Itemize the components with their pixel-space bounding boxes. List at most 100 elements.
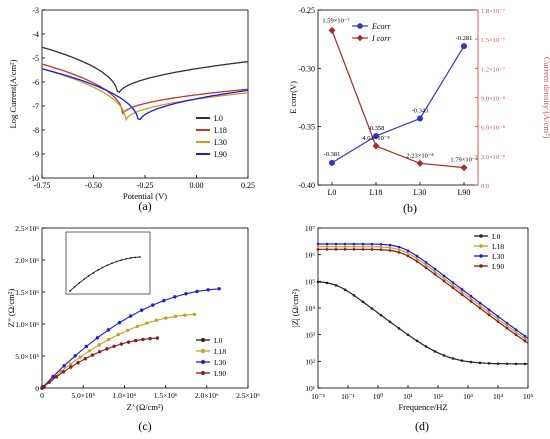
- y-axis-label-c: Z” (Ω/cm²): [6, 289, 16, 328]
- marker-L18: [164, 316, 168, 320]
- marker-L0: [388, 320, 392, 324]
- marker-L0: [496, 362, 500, 365]
- y-axis-label-a: Log Current(A/cm²): [8, 59, 18, 128]
- marker-Ecorr: [417, 115, 423, 122]
- marker-L0: [325, 281, 329, 285]
- marker-L18: [370, 245, 374, 249]
- marker-L18: [496, 317, 500, 321]
- marker-L18: [487, 311, 491, 314]
- inset-marker: [97, 269, 99, 271]
- marker-L0: [451, 357, 455, 360]
- marker-L18: [424, 263, 428, 267]
- y2-tick-label-b: 3.0×10⁻⁸: [481, 154, 506, 161]
- data-label-Icorr: 2.23×10⁻⁸: [406, 152, 434, 159]
- y-tick-label-a: -10: [28, 174, 39, 183]
- marker-L90: [40, 386, 44, 390]
- marker-L0: [433, 350, 437, 353]
- marker-L30: [406, 249, 410, 253]
- marker-L0: [415, 339, 419, 343]
- marker-L18: [325, 245, 329, 248]
- x-tick-label-a: -0.75: [34, 181, 51, 190]
- marker-L30: [505, 321, 509, 325]
- marker-L0: [352, 294, 356, 297]
- marker-L90: [442, 279, 446, 283]
- y-tick-label-a: -7: [32, 102, 39, 111]
- marker-L90: [388, 249, 392, 252]
- marker-L30: [51, 374, 55, 379]
- y-tick-label-a: -8: [32, 126, 39, 135]
- panel-c: 0 5.0×10⁵ 1.0×10⁶ 1.5×10⁶ 2.0×10⁶ 2.5×10⁶ 0 5.0…: [6, 224, 260, 412]
- marker-L30: [442, 274, 446, 278]
- legend-marker-L0: [479, 234, 483, 238]
- legend-label-L30: L30: [214, 138, 227, 147]
- marker-L90: [523, 339, 527, 343]
- marker-L90: [451, 286, 455, 290]
- marker-L90: [61, 370, 66, 374]
- x-tick-label-d: 10⁵: [523, 392, 534, 401]
- y-tick-label-b: -0.30: [298, 64, 315, 73]
- marker-L90: [433, 273, 437, 276]
- marker-L90: [155, 336, 160, 340]
- marker-L30: [388, 243, 392, 247]
- marker-L18: [379, 245, 383, 249]
- y-tick-label-a: -6: [32, 78, 39, 87]
- marker-L30: [460, 288, 464, 291]
- marker-L90: [370, 248, 374, 251]
- marker-L30: [496, 315, 500, 318]
- marker-L18: [406, 252, 410, 255]
- marker-L0: [478, 361, 482, 365]
- y-tick-label-d: 10⁷: [305, 224, 316, 233]
- marker-L30: [487, 308, 491, 311]
- data-label-Ecorr: -0.381: [324, 151, 341, 158]
- marker-L18: [352, 245, 356, 248]
- marker-L30: [84, 344, 88, 349]
- marker-L90: [112, 344, 116, 348]
- marker-L30: [424, 261, 428, 264]
- marker-L30: [397, 245, 401, 249]
- marker-L90: [361, 248, 365, 251]
- marker-L90: [76, 361, 80, 365]
- marker-L18: [388, 246, 392, 250]
- legend-marker-L90: [201, 371, 205, 375]
- x-tick-label-d: 10⁰: [373, 392, 384, 401]
- legend-marker-L0: [201, 338, 205, 342]
- marker-L18: [505, 324, 509, 327]
- marker-L0: [460, 359, 464, 362]
- marker-L18: [183, 313, 187, 317]
- series-line-L0: [41, 46, 249, 93]
- marker-L90: [119, 342, 124, 346]
- legend-marker-L30: [201, 360, 205, 364]
- marker-L0: [505, 362, 509, 366]
- marker-Ecorr: [373, 133, 379, 139]
- marker-L18: [523, 337, 527, 340]
- y-axis-label-d: |Z| (Ω/cm²): [290, 289, 300, 327]
- marker-L90: [487, 313, 491, 317]
- x-tick-label-a: 0.00: [190, 181, 204, 190]
- marker-Ecorr: [329, 159, 335, 166]
- y-tick-label-c: 5.0×10⁵: [15, 352, 39, 361]
- marker-L30: [95, 336, 100, 340]
- series-line-L0: [317, 281, 528, 365]
- inset-marker: [87, 275, 90, 277]
- marker-L90: [148, 336, 152, 341]
- legend-marker-L18: [479, 244, 483, 248]
- marker-L30: [370, 242, 374, 246]
- y-tick-label-c: 1.5×10⁶: [15, 288, 39, 297]
- legend-label-L90: L90: [214, 150, 227, 159]
- inset-marker: [92, 271, 95, 274]
- x-tick-label-b: L90: [458, 188, 471, 197]
- inset-marker: [69, 290, 71, 292]
- marker-L18: [433, 270, 437, 273]
- marker-L30: [217, 287, 221, 291]
- y-tick-label-b: -0.40: [298, 181, 315, 190]
- inset-marker: [101, 266, 104, 269]
- y-tick-label-d: 10⁴: [305, 304, 316, 313]
- y-tick-label-a: -9: [32, 150, 39, 159]
- data-label-Ecorr: -0.343: [412, 108, 429, 115]
- marker-L30: [379, 243, 383, 246]
- panel-label-a: (a): [138, 199, 151, 213]
- marker-L30: [128, 314, 133, 318]
- legend-label-L30: L30: [214, 358, 226, 367]
- x-tick-label-a: -0.25: [137, 181, 154, 190]
